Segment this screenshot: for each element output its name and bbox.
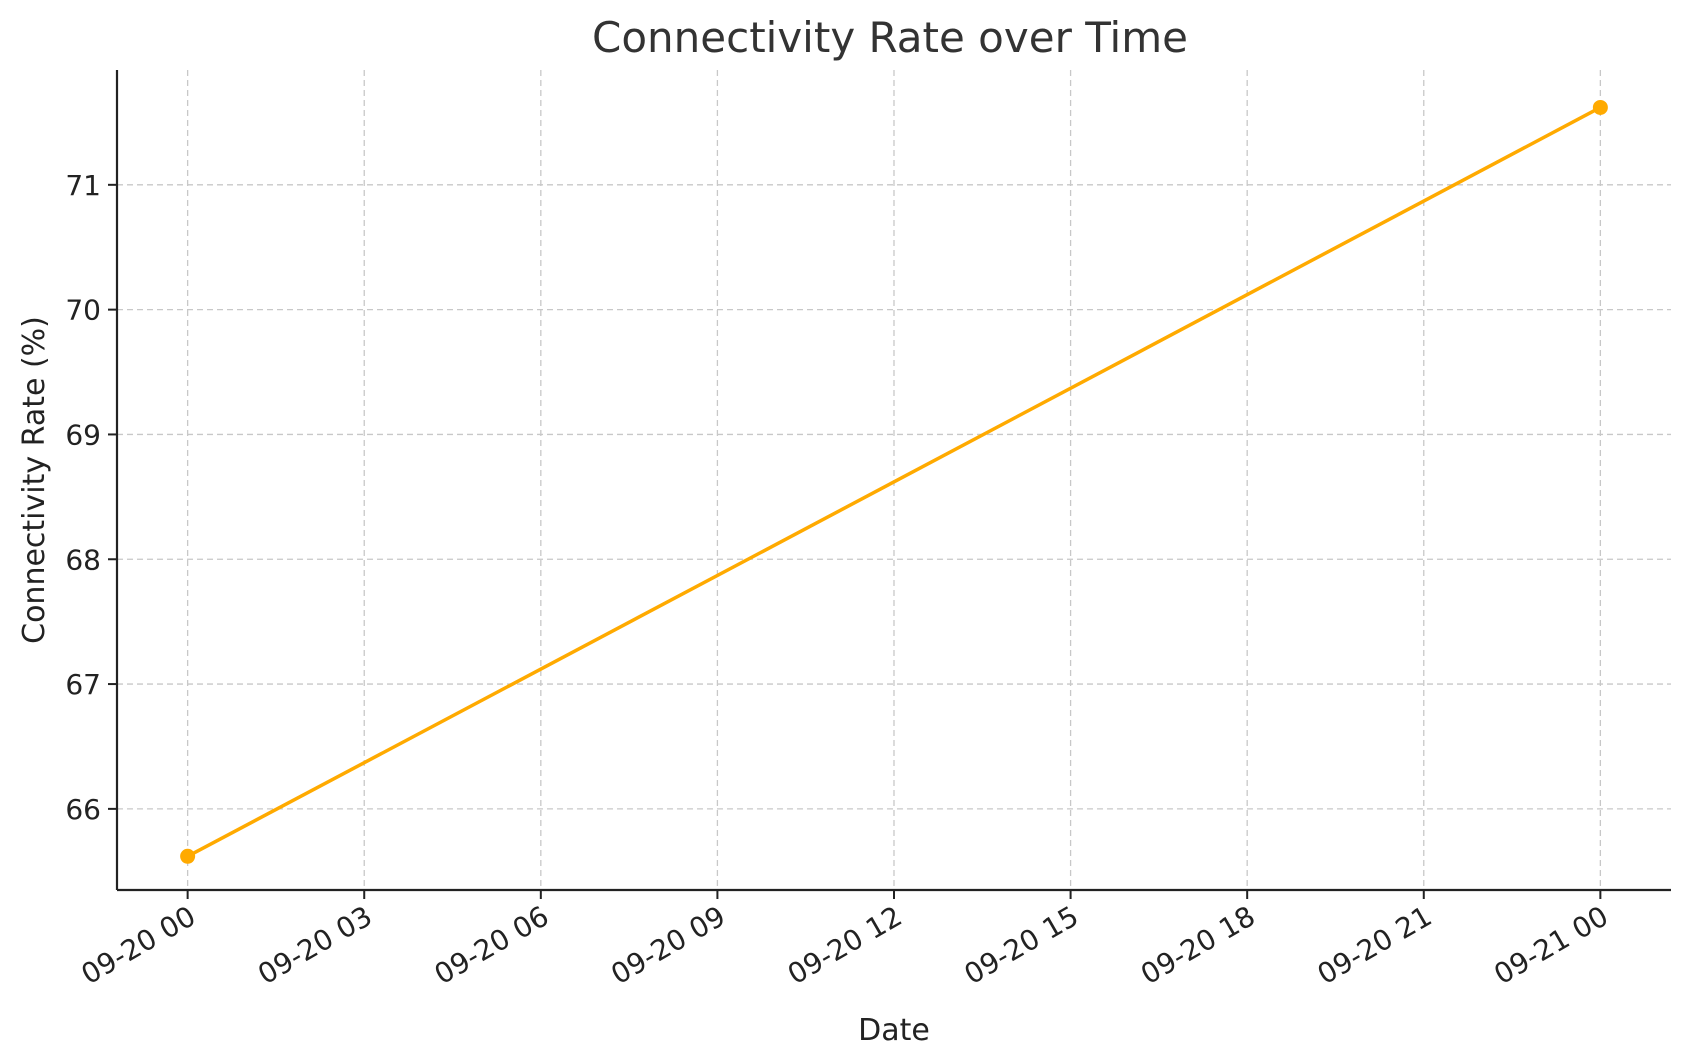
x-tick-label: 09-21 00 — [1488, 899, 1614, 991]
grid — [117, 70, 1671, 890]
y-tick-label: 71 — [65, 169, 101, 202]
y-tick-label: 66 — [65, 793, 101, 826]
x-tick-label: 09-20 18 — [1135, 899, 1261, 991]
x-tick-label: 09-20 09 — [605, 899, 731, 991]
x-tick-label: 09-20 03 — [252, 899, 378, 991]
x-tick-label: 09-20 06 — [429, 899, 555, 991]
y-axis-label: Connectivity Rate (%) — [17, 316, 52, 644]
x-axis-label: Date — [858, 1013, 930, 1048]
x-tick-label: 09-20 12 — [782, 899, 908, 991]
x-tick-label: 09-20 00 — [76, 899, 202, 991]
y-tick-label: 69 — [65, 418, 101, 451]
ticks: 09-20 00 09-20 03 09-20 06 09-20 09 09-20 12… — [65, 169, 1614, 991]
y-tick-label: 70 — [65, 294, 101, 327]
y-tick-label: 68 — [65, 543, 101, 576]
data-point — [180, 848, 196, 864]
series-line — [186, 105, 1602, 858]
series-layer — [180, 99, 1608, 864]
y-tick-label: 67 — [65, 668, 101, 701]
data-point — [1592, 99, 1608, 115]
x-tick-label: 09-20 15 — [959, 899, 1085, 991]
chart-title: Connectivity Rate over Time — [592, 13, 1188, 62]
x-tick-label: 09-20 21 — [1312, 899, 1438, 991]
